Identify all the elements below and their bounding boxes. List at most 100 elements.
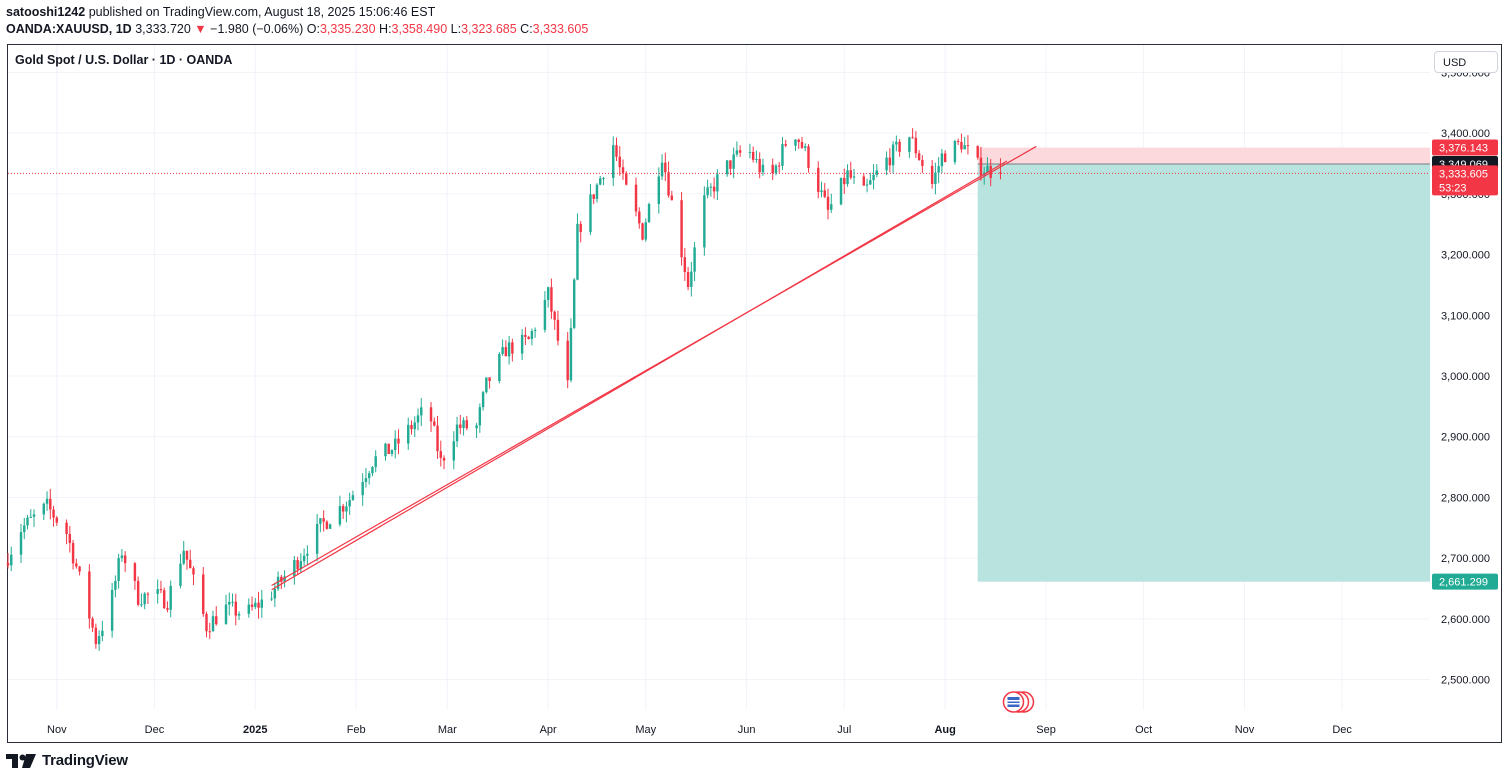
y-tick-label: 2,500.000 xyxy=(1441,675,1490,687)
candle-body xyxy=(680,200,683,258)
candle-body xyxy=(615,145,618,157)
price-label-box xyxy=(1432,165,1498,196)
candle-body xyxy=(735,150,739,155)
x-tick-label: Sep xyxy=(1036,724,1056,736)
candle-body xyxy=(625,173,628,185)
close-label: C: xyxy=(520,22,533,36)
candle-body xyxy=(556,319,560,341)
candle-body xyxy=(215,616,218,625)
candle-body xyxy=(846,170,849,185)
candle-body xyxy=(940,153,944,167)
candle-body xyxy=(875,170,879,175)
candle-body xyxy=(228,602,231,605)
candle-body xyxy=(638,211,641,224)
author-name[interactable]: satooshi1242 xyxy=(6,5,86,19)
us-flag-stripe xyxy=(1007,700,1020,702)
us-flag-stripe xyxy=(1007,703,1020,705)
candle-body xyxy=(29,516,32,518)
open-value: 3,335.230 xyxy=(319,22,376,36)
candle-body xyxy=(71,542,75,564)
candle-body xyxy=(488,377,491,381)
candle-body xyxy=(338,506,342,525)
candle-body xyxy=(504,347,508,357)
candle-body xyxy=(511,342,514,354)
x-tick-label: Nov xyxy=(47,724,67,736)
candle-body xyxy=(520,334,524,354)
candle-body xyxy=(384,443,387,457)
x-tick-label: May xyxy=(635,724,656,736)
candle-body xyxy=(55,517,59,523)
candle-body xyxy=(6,563,10,566)
candle-body xyxy=(569,327,573,381)
candle-body xyxy=(315,523,319,554)
candle-body xyxy=(956,141,960,143)
candle-body xyxy=(986,165,989,173)
y-tick-label: 2,600.000 xyxy=(1441,614,1490,626)
candle-body xyxy=(367,473,371,479)
candle-body xyxy=(895,141,898,145)
tradingview-wordmark[interactable]: TradingView xyxy=(42,752,128,769)
low-label: L: xyxy=(450,22,462,36)
candle-body xyxy=(260,599,264,608)
currency-button[interactable]: USD xyxy=(1434,51,1498,73)
candle-body xyxy=(114,580,117,590)
candle-body xyxy=(550,287,553,312)
candle-body xyxy=(23,525,26,533)
candle-body xyxy=(709,186,713,188)
candle-body xyxy=(361,482,364,496)
candle-body xyxy=(328,524,332,529)
candle-body xyxy=(296,559,299,570)
candle-body xyxy=(777,165,781,167)
candle-body xyxy=(784,144,787,146)
candle-body xyxy=(843,177,846,185)
candle-body xyxy=(397,438,400,444)
high-label: H: xyxy=(379,22,392,36)
candle-body xyxy=(459,424,462,429)
candle-body xyxy=(869,180,872,185)
candle-body xyxy=(436,425,439,452)
candle-body xyxy=(849,170,853,178)
countdown-label: 53:23 xyxy=(1439,182,1467,194)
price-label-box xyxy=(1432,139,1498,156)
candle-body xyxy=(921,159,924,166)
candle-body xyxy=(579,223,582,233)
candle-body xyxy=(953,141,957,163)
close-value: 3,333.605 xyxy=(532,22,589,36)
candle-body xyxy=(729,160,732,169)
candle-body xyxy=(42,503,46,515)
x-tick-label: Feb xyxy=(347,724,366,736)
candle-body xyxy=(101,630,104,637)
candle-body xyxy=(465,420,469,429)
candle-body xyxy=(257,602,260,608)
candle-body xyxy=(159,589,163,591)
y-tick-label: 3,200.000 xyxy=(1441,250,1490,262)
candle-body xyxy=(325,521,329,529)
candle-body xyxy=(576,223,579,280)
change-down-icon: ▼ xyxy=(194,22,207,36)
candle-body xyxy=(302,555,306,562)
candle-body xyxy=(387,443,390,454)
candle-body xyxy=(394,438,397,451)
candle-body xyxy=(250,604,254,607)
low-value: 3,323.685 xyxy=(461,22,517,36)
economic-events-icon xyxy=(1002,691,1035,713)
candle-body xyxy=(234,601,238,616)
candle-body xyxy=(371,467,374,474)
y-tick-label: 3,100.000 xyxy=(1441,310,1490,322)
candle-body xyxy=(120,555,124,559)
symbol-label: OANDA:XAUUSD, 1D xyxy=(6,22,132,36)
candle-body xyxy=(26,517,29,526)
candle-body xyxy=(501,347,504,354)
candle-body xyxy=(97,636,101,645)
y-tick-label: 3,000.000 xyxy=(1441,371,1490,383)
candle-body xyxy=(683,257,687,273)
candle-body xyxy=(758,159,761,173)
candle-body xyxy=(660,162,664,177)
candle-body xyxy=(930,165,934,184)
candle-body xyxy=(527,336,530,339)
y-tick-label: 2,900.000 xyxy=(1441,432,1490,444)
candle-body xyxy=(481,392,485,408)
candle-body xyxy=(273,588,277,599)
x-tick-label: 2025 xyxy=(243,724,267,736)
